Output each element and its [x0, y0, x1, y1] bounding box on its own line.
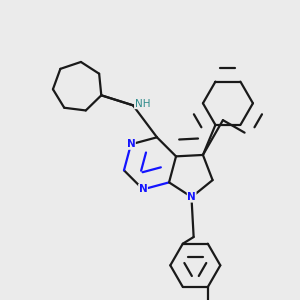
Text: NH: NH [135, 99, 150, 109]
Text: N: N [139, 184, 147, 194]
Text: N: N [127, 139, 135, 149]
Text: N: N [187, 192, 196, 202]
